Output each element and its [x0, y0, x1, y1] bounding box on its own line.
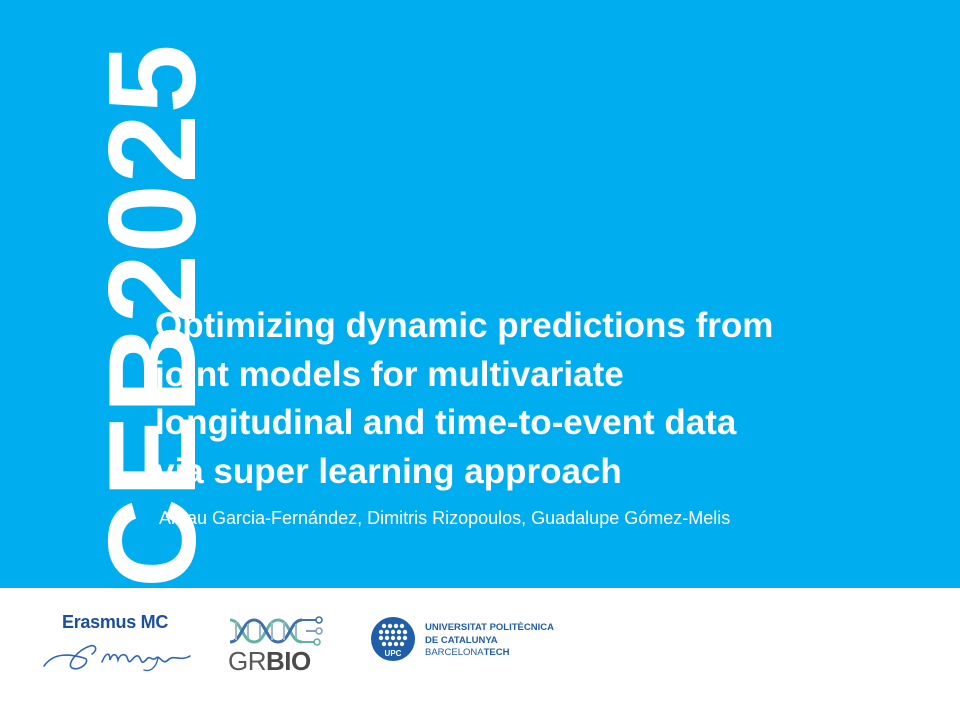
upc-logo: UPC UNIVERSITAT POLITÈCNICA DE CATALUNYA… — [370, 616, 600, 662]
upc-line-3-light: BARCELONA — [425, 647, 484, 658]
title-line-1: Optimizing dynamic predictions from — [155, 306, 774, 345]
erasmus-signature-icon — [43, 644, 191, 672]
grbio-logo: GRBIO — [228, 616, 328, 678]
title-line-3: longitudinal and time-to-event data — [155, 403, 737, 442]
grbio-bio-text: BIO — [266, 646, 311, 676]
upc-seal-text: UPC — [385, 649, 402, 658]
erasmus-mc-logo: Erasmus MC — [40, 612, 205, 682]
upc-line-2: DE CATALUNYA — [425, 634, 498, 646]
title-panel: CEB2025 Optimizing dynamic predictions f… — [0, 0, 960, 588]
upc-wordmark: UNIVERSITAT POLITÈCNICA DE CATALUNYA BAR… — [425, 622, 554, 660]
dna-helix-icon — [229, 616, 323, 646]
title-line-2: joint models for multivariate — [155, 354, 624, 394]
grbio-gr-text: GR — [228, 646, 267, 676]
grbio-wordmark: GRBIO — [228, 647, 311, 675]
upc-line-3-bold: TECH — [483, 647, 510, 658]
upc-line-1: UNIVERSITAT POLITÈCNICA — [425, 622, 554, 633]
upc-seal-icon: UPC — [371, 617, 415, 661]
logo-strip: Erasmus MC GRBIO — [0, 588, 960, 701]
authors-line: Arnau Garcia-Fernández, Dimitris Rizopou… — [159, 508, 731, 528]
title-line-4: via super learning approach — [155, 451, 622, 491]
presentation-title: Optimizing dynamic predictions from join… — [155, 302, 945, 496]
upc-line-3: BARCELONATECH — [425, 647, 554, 660]
erasmus-mc-wordmark: Erasmus MC — [62, 612, 169, 632]
